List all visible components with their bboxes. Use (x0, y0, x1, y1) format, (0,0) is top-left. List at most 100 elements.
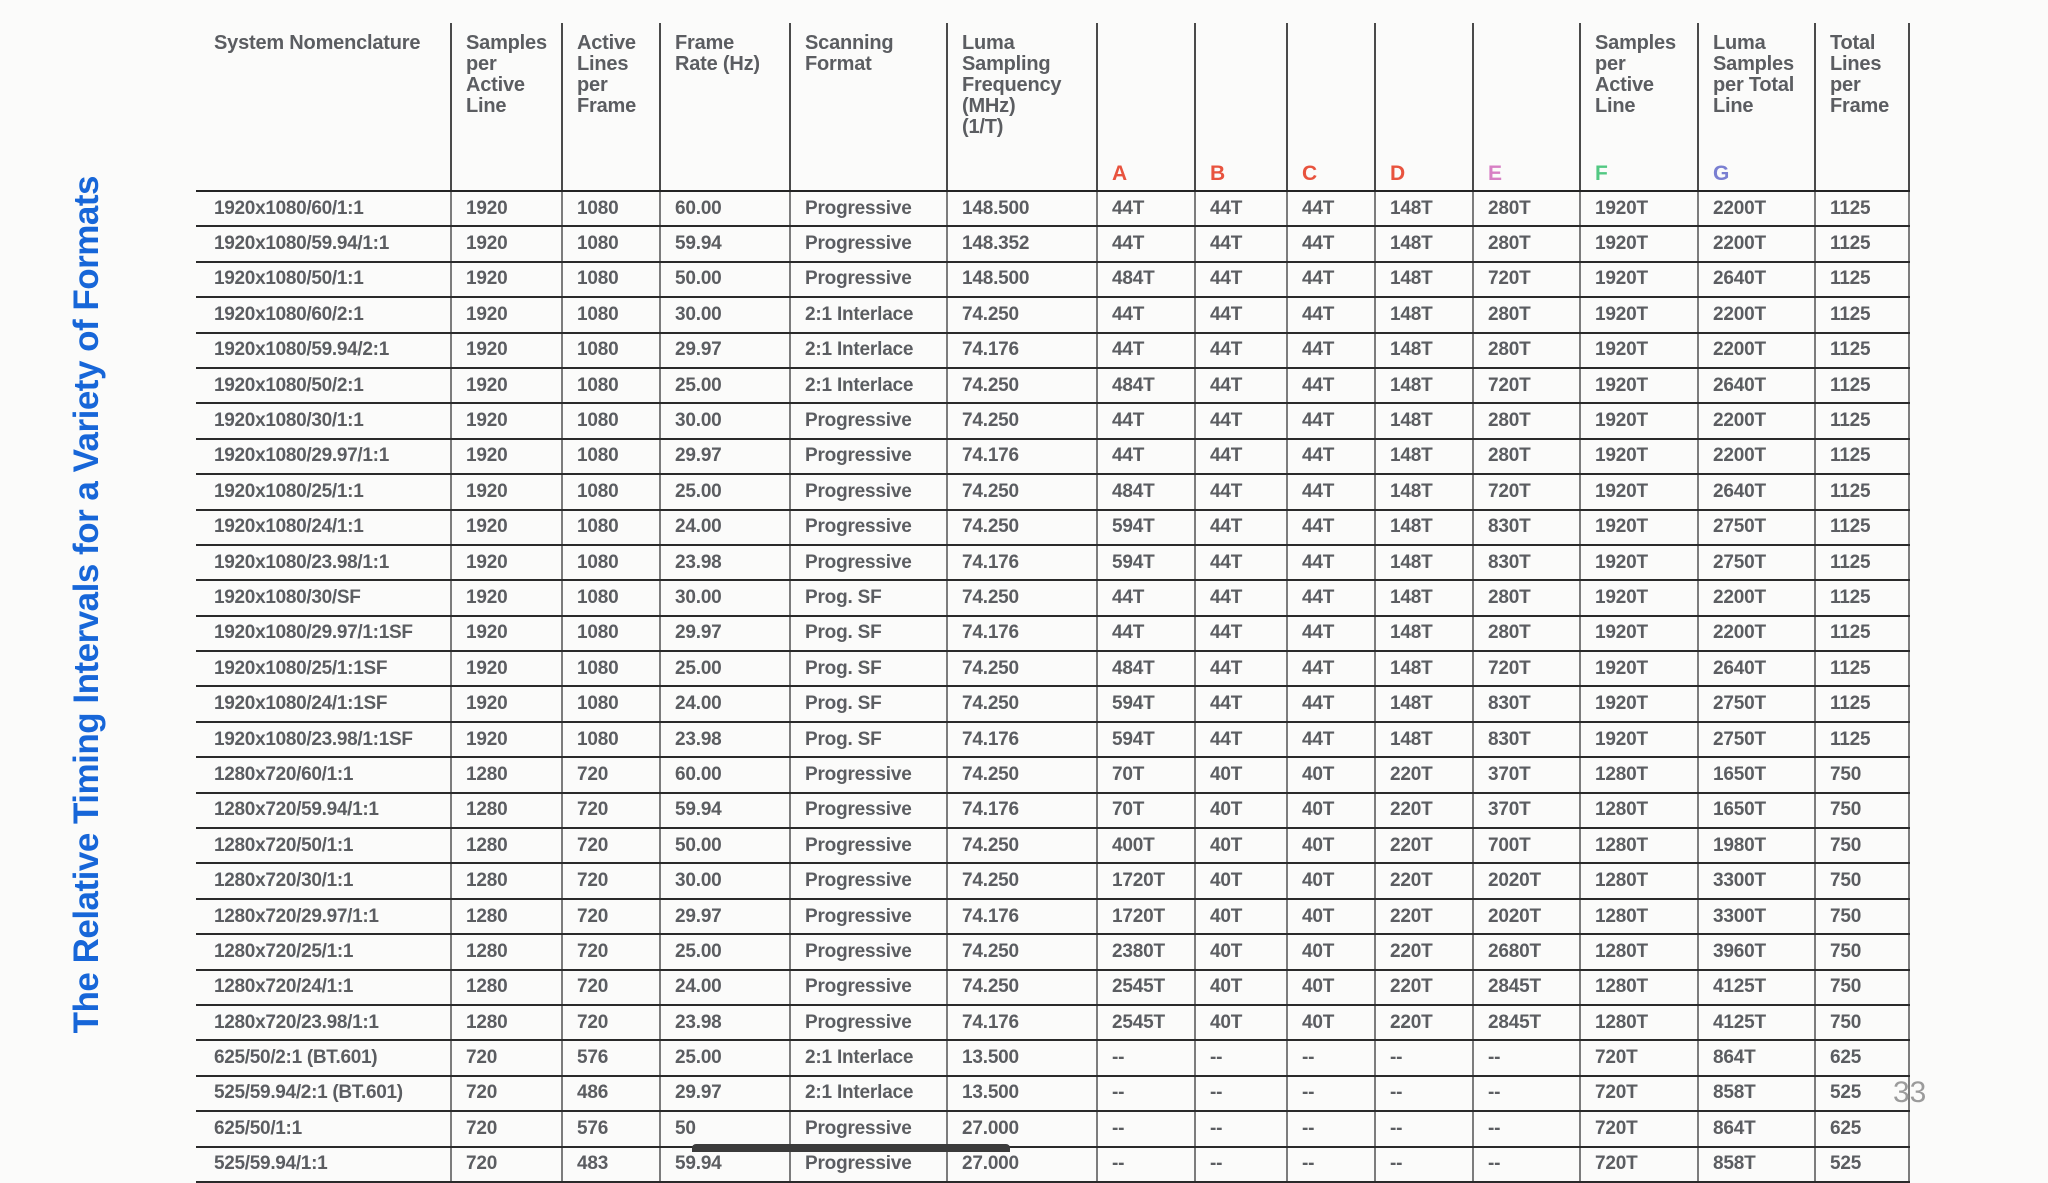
table-row: 1920x1080/50/2:1 1920 1080 25.00 2:1 Interla… (196, 366, 1910, 405)
cell: 40T (1194, 933, 1288, 971)
cell: 1920 (450, 650, 563, 688)
cell: 1720T (1096, 862, 1196, 900)
cell: 280T (1472, 331, 1581, 369)
cell: 484T (1096, 366, 1196, 405)
cell: Progressive (789, 473, 948, 511)
cell: 30.00 (659, 862, 791, 900)
table-header-row: System Nomenclature Samples per Active Li… (196, 23, 1910, 192)
cell: 2845T (1472, 968, 1581, 1006)
cell: Prog. SF (789, 614, 948, 653)
cell: 2200T (1697, 331, 1816, 369)
cell: 1920 (450, 473, 563, 511)
cell: 25.00 (659, 1039, 791, 1077)
cell: 44T (1286, 473, 1376, 511)
cell: 44T (1194, 189, 1288, 228)
table-row: 1920x1080/50/1:1 1920 1080 50.00 Progressive… (196, 260, 1910, 299)
column-header-total-lines-per-frame: Total Lines per Frame (1814, 23, 1910, 192)
cell: 2200T (1697, 225, 1816, 263)
cell: 27.000 (946, 1110, 1098, 1148)
cell: 720 (561, 968, 661, 1006)
cell: 594T (1096, 508, 1196, 546)
cell: 2:1 Interlace (789, 366, 948, 405)
cell-nomenclature: 1280x720/30/1:1 (196, 862, 452, 900)
cell: 29.97 (659, 331, 791, 369)
cell: 40T (1286, 862, 1376, 900)
table-body: 1920x1080/60/1:1 1920 1080 60.00 Progressive… (196, 189, 1910, 1183)
cell: 750 (1814, 897, 1910, 936)
table-row: 625/50/2:1 (BT.601) 720 576 25.00 2:1 Interl… (196, 1039, 1910, 1077)
cell: 44T (1096, 614, 1196, 653)
cell: 2750T (1697, 543, 1816, 582)
cell: 44T (1194, 260, 1288, 299)
cell: -- (1472, 1110, 1581, 1148)
cell: 280T (1472, 437, 1581, 476)
cell: -- (1194, 1074, 1288, 1113)
cell: 29.97 (659, 614, 791, 653)
cell: 40T (1286, 933, 1376, 971)
cell: Progressive (789, 402, 948, 440)
cell: 3960T (1697, 933, 1816, 971)
slide-title-container: The Relative Timing Intervals for a Vari… (52, 105, 122, 1105)
page-number: 33 (1893, 1076, 1927, 1109)
cell: 2200T (1697, 437, 1816, 476)
cell: 1280T (1579, 827, 1699, 865)
cell: 2:1 Interlace (789, 296, 948, 334)
cell: 44T (1286, 189, 1376, 228)
cell: 1080 (561, 508, 661, 546)
cell: 44T (1286, 650, 1376, 688)
column-header-label: Luma Samples per Total Line (1713, 32, 1795, 117)
cell: 1080 (561, 473, 661, 511)
cell: 2750T (1697, 508, 1816, 546)
cell: 40T (1194, 862, 1288, 900)
cell: 23.98 (659, 543, 791, 582)
table-row: 525/59.94/2:1 (BT.601) 720 486 29.97 2:1 Int… (196, 1074, 1910, 1113)
cell: 280T (1472, 296, 1581, 334)
table-row: 1920x1080/60/2:1 1920 1080 30.00 2:1 Interla… (196, 296, 1910, 334)
column-header-label: System Nomenclature (214, 32, 421, 54)
cell: 44T (1286, 260, 1376, 299)
cell: 1080 (561, 650, 661, 688)
table-row: 1280x720/30/1:1 1280 720 30.00 Progressive 74… (196, 862, 1910, 900)
cell: 13.500 (946, 1039, 1098, 1077)
cell: 74.176 (946, 331, 1098, 369)
cell: 1920T (1579, 579, 1699, 617)
cell: 4125T (1697, 968, 1816, 1006)
cell: 1125 (1814, 296, 1910, 334)
cell: 280T (1472, 225, 1581, 263)
cell: Progressive (789, 508, 948, 546)
cell: 44T (1194, 685, 1288, 723)
cell: Progressive (789, 827, 948, 865)
cell: 2:1 Interlace (789, 1039, 948, 1077)
cell: 1080 (561, 543, 661, 582)
cell: 23.98 (659, 1003, 791, 1042)
table-row: 1280x720/23.98/1:1 1280 720 23.98 Progressiv… (196, 1003, 1910, 1042)
cell: 720 (561, 1003, 661, 1042)
cell: 44T (1286, 331, 1376, 369)
cell: -- (1096, 1039, 1196, 1077)
cell: 1280 (450, 968, 563, 1006)
cell: 44T (1286, 579, 1376, 617)
cell: 720T (1472, 473, 1581, 511)
cell-nomenclature: 1280x720/25/1:1 (196, 933, 452, 971)
cell: 625 (1814, 1110, 1910, 1148)
cell-nomenclature: 1920x1080/50/1:1 (196, 260, 452, 299)
column-header-label: Luma Sampling Frequency (MHz) (1/T) (962, 32, 1062, 138)
cell: 1125 (1814, 225, 1910, 263)
cell: 2200T (1697, 189, 1816, 228)
cell: 525 (1814, 1074, 1910, 1113)
cell: 148T (1374, 366, 1474, 405)
cell: 2020T (1472, 862, 1581, 900)
cell: 44T (1194, 614, 1288, 653)
cell: 148.352 (946, 225, 1098, 263)
cell: 720T (1472, 366, 1581, 405)
cell: 74.250 (946, 827, 1098, 865)
cell: 720 (561, 756, 661, 794)
cell: 30.00 (659, 296, 791, 334)
cell: 148T (1374, 260, 1474, 299)
cell: 60.00 (659, 189, 791, 228)
table-row: 1920x1080/30/SF 1920 1080 30.00 Prog. SF 74.2… (196, 579, 1910, 617)
column-header-label: Scanning Format (805, 32, 894, 75)
cell: Progressive (789, 189, 948, 228)
column-letter-e: E (1488, 161, 1502, 185)
cell: 400T (1096, 827, 1196, 865)
